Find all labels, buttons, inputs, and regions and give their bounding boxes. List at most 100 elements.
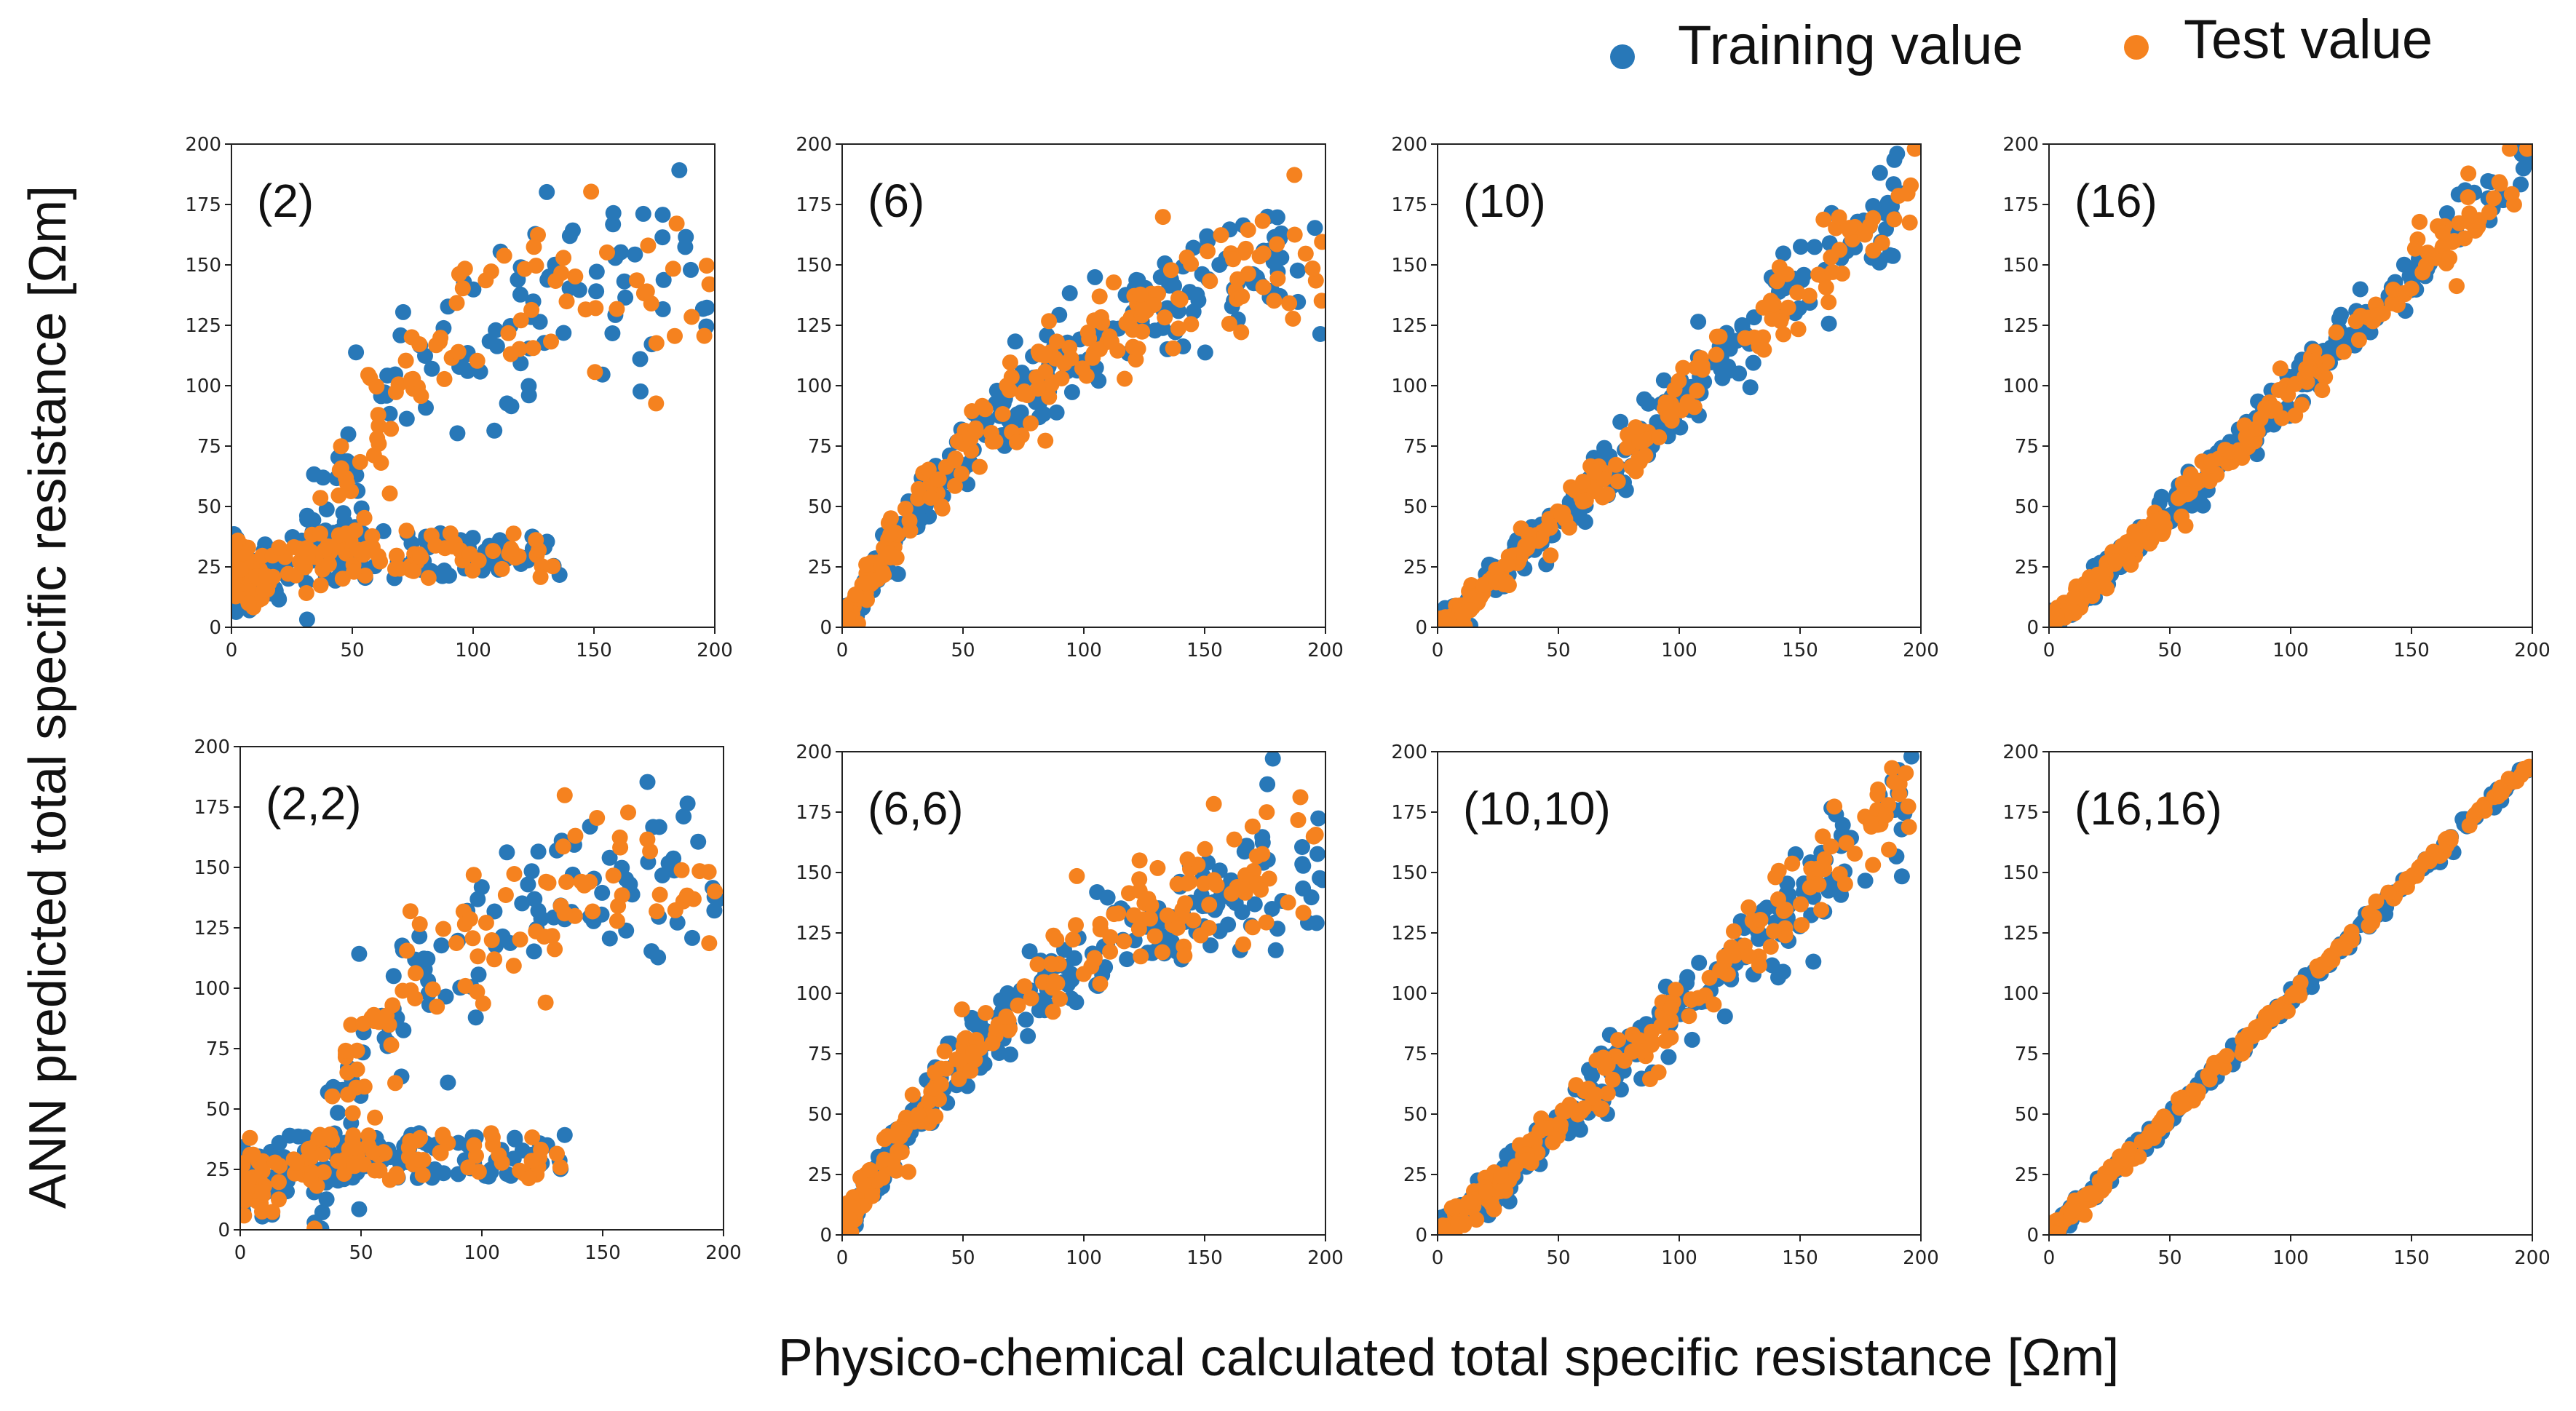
test-point <box>2369 307 2385 324</box>
test-point <box>1081 330 1098 347</box>
training-point <box>635 205 651 222</box>
test-point <box>1015 386 1031 402</box>
y-tick-label: 100 <box>2002 375 2039 397</box>
test-point <box>454 280 471 297</box>
test-point <box>1185 912 1202 929</box>
y-tick-label: 200 <box>1391 742 1427 763</box>
training-point <box>968 1017 985 1034</box>
test-point <box>1900 798 1917 815</box>
test-point <box>2107 552 2124 569</box>
test-point <box>609 913 625 929</box>
x-tick-label: 200 <box>2514 1247 2551 1269</box>
test-point <box>2347 313 2364 330</box>
test-point <box>407 990 424 1006</box>
training-point <box>2195 497 2211 514</box>
test-point <box>387 1075 403 1092</box>
test-point <box>540 875 557 891</box>
test-point <box>1197 840 1213 857</box>
panel-label: (10,10) <box>1463 782 1611 835</box>
test-point <box>2177 517 2194 534</box>
legend-training-label: Training value <box>1678 15 2024 76</box>
test-point <box>2441 250 2458 266</box>
test-point <box>1023 990 1039 1006</box>
test-point <box>1813 902 1830 918</box>
test-point <box>258 568 275 584</box>
test-point <box>477 272 494 289</box>
training-point <box>1018 1011 1034 1028</box>
scatter-points <box>1438 144 1921 627</box>
test-point <box>331 462 348 479</box>
test-point <box>2343 923 2360 940</box>
test-point <box>1200 243 1216 260</box>
test-point <box>410 1151 427 1168</box>
panel-3: 0 50 100 150 200 0 25 50 75 100 125 150 175 200 (10) <box>1391 134 1938 661</box>
y-tick-label: 150 <box>2002 255 2039 277</box>
test-point <box>424 981 441 998</box>
test-point <box>1037 347 1053 364</box>
training-point <box>271 1134 288 1151</box>
training-point <box>889 565 906 582</box>
test-point <box>1258 914 1275 931</box>
y-tick-label: 0 <box>209 617 221 639</box>
y-tick-label: 50 <box>197 496 221 518</box>
test-point <box>314 1146 331 1162</box>
test-point <box>1009 434 1025 450</box>
test-point <box>296 541 312 557</box>
test-point <box>320 1128 336 1145</box>
test-point <box>240 1207 253 1224</box>
test-point <box>412 1129 429 1146</box>
y-tick-label: 125 <box>185 315 221 337</box>
x-tick-label: 0 <box>2043 640 2056 661</box>
test-point <box>1881 841 1898 858</box>
panel-label: (16,16) <box>2074 782 2222 835</box>
x-tick-label: 200 <box>1307 640 1344 661</box>
training-point <box>486 422 503 439</box>
test-point <box>1901 819 1917 835</box>
test-point <box>1461 602 1478 619</box>
test-point <box>414 1166 431 1183</box>
test-point <box>1154 209 1171 226</box>
test-point <box>432 1145 449 1161</box>
test-point <box>584 903 601 920</box>
test-point <box>403 329 420 346</box>
test-point <box>1790 321 1807 338</box>
test-point <box>2417 257 2434 274</box>
test-point <box>984 1035 1001 1052</box>
test-point <box>2234 450 2251 466</box>
test-point <box>399 942 416 959</box>
training-point <box>654 229 671 246</box>
y-tick-label: 0 <box>820 617 832 639</box>
test-point <box>1740 948 1757 965</box>
test-point <box>1683 992 1700 1008</box>
test-point <box>537 994 554 1011</box>
test-point <box>1568 1077 1585 1094</box>
test-point <box>1234 288 1251 305</box>
test-point <box>1196 875 1213 892</box>
test-point <box>1043 955 1060 972</box>
y-tick-label: 175 <box>1391 802 1427 824</box>
test-point <box>2380 884 2397 901</box>
training-point <box>1775 245 1791 262</box>
test-point <box>496 247 512 264</box>
training-point <box>2438 205 2455 221</box>
test-point <box>450 343 467 360</box>
test-point <box>1478 1183 1494 1200</box>
training-point <box>639 774 656 790</box>
test-point <box>842 611 856 627</box>
test-point <box>582 873 598 890</box>
y-tick-label: 75 <box>1403 436 1427 458</box>
training-point <box>1246 896 1263 913</box>
training-point <box>1236 843 1253 860</box>
test-point <box>364 528 381 544</box>
test-point <box>1594 489 1611 506</box>
test-point <box>1048 333 1065 350</box>
test-point <box>312 577 329 594</box>
test-point <box>497 887 514 903</box>
training-point <box>1759 899 1775 916</box>
test-point <box>349 1061 365 1078</box>
test-point <box>1869 786 1886 803</box>
test-point <box>893 1144 910 1161</box>
test-point <box>920 461 937 478</box>
test-point <box>2461 817 2478 834</box>
test-point <box>1253 881 1269 898</box>
